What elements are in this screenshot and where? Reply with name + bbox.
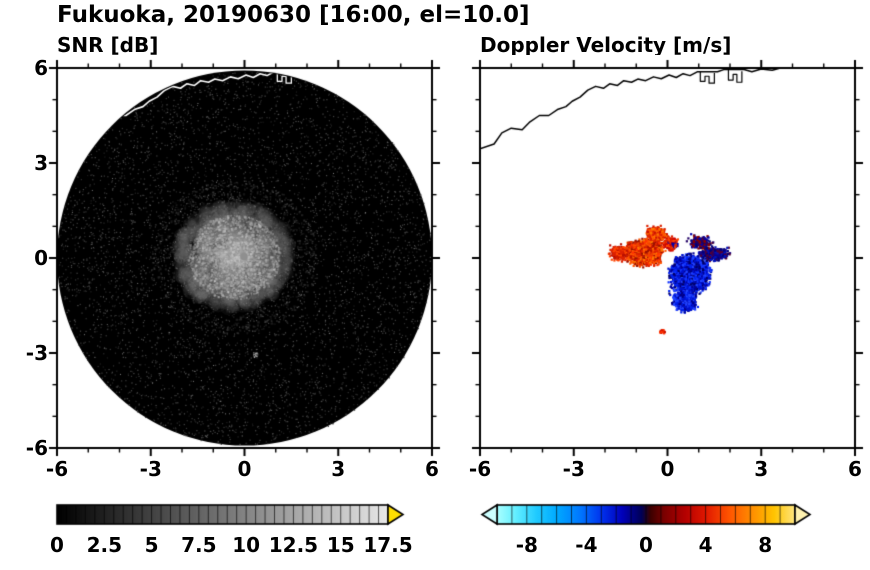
vel-panel-title: Doppler Velocity [m/s] [480, 33, 732, 57]
vel-colorbar-tick-label: -4 [575, 533, 598, 557]
vel-colorbar-tick-label: -8 [515, 533, 538, 557]
vel-x-tick-label: -3 [562, 457, 585, 481]
snr-x-tick-label: -6 [45, 457, 69, 481]
snr-colorbar-tick-label: 2.5 [86, 533, 122, 557]
vel-x-tick-label: 6 [848, 457, 862, 481]
snr-colorbar-tick-label: 7.5 [181, 533, 217, 557]
snr-y-tick-label: 6 [34, 56, 48, 80]
snr-x-tick-label: 6 [425, 457, 439, 481]
vel-x-tick-label: -6 [468, 457, 492, 481]
vel-colorbar-tick-label: 0 [639, 533, 653, 557]
snr-colorbar-tick-label: 5 [144, 533, 159, 557]
snr-colorbar-tick-label: 15 [326, 533, 355, 557]
snr-colorbar [55, 503, 407, 527]
vel-x-tick-label: 0 [660, 457, 675, 481]
vel-colorbar-tick-label: 8 [758, 533, 773, 557]
vel-x-tick-label: 3 [754, 457, 769, 481]
snr-colorbar-tick-label: 0 [50, 533, 64, 557]
snr-x-tick-label: 0 [237, 457, 252, 481]
snr-panel-title: SNR [dB] [57, 33, 159, 57]
snr-x-tick-label: -3 [139, 457, 162, 481]
snr-y-tick-label: 0 [34, 246, 48, 270]
snr-y-tick-label: 3 [34, 151, 48, 175]
snr-ppi-plot [44, 55, 445, 461]
snr-y-tick-label: -6 [25, 436, 48, 460]
vel-colorbar-tick-label: 4 [698, 533, 713, 557]
snr-colorbar-tick-label: 17.5 [363, 533, 413, 557]
velocity-colorbar [478, 503, 818, 527]
snr-colorbar-tick-label: 12.5 [268, 533, 319, 557]
figure-title: Fukuoka, 20190630 [16:00, el=10.0] [57, 2, 530, 28]
snr-x-tick-label: 3 [331, 457, 346, 481]
doppler-velocity-ppi-plot [467, 55, 868, 461]
snr-y-tick-label: -3 [25, 341, 48, 365]
snr-colorbar-tick-label: 10 [232, 533, 261, 557]
